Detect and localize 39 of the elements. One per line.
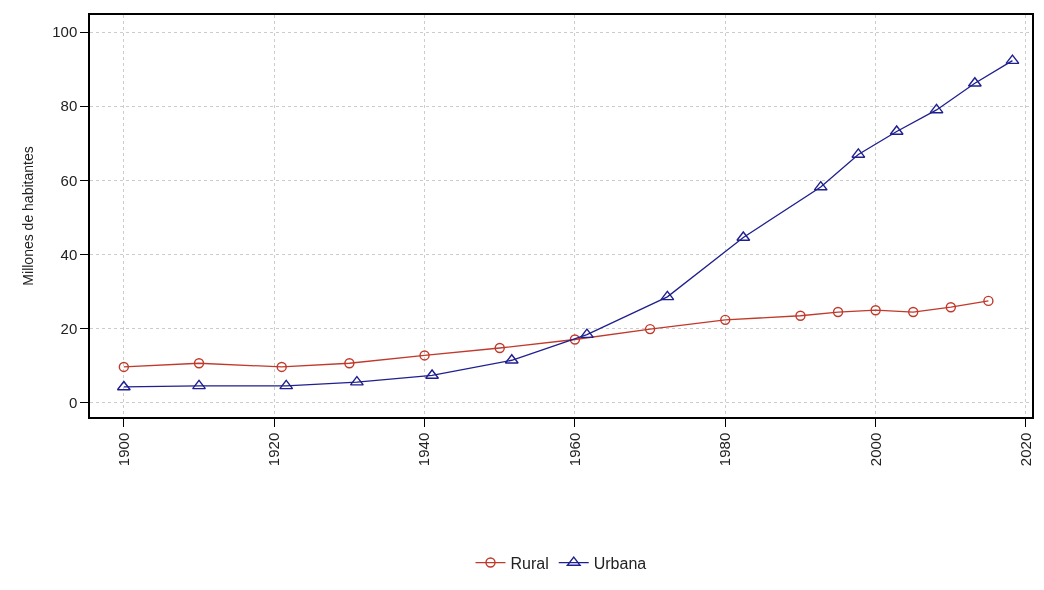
point xyxy=(644,323,656,335)
point xyxy=(720,314,731,326)
y-tick-label: 20 xyxy=(60,319,78,337)
point xyxy=(1005,54,1020,65)
point xyxy=(116,380,131,391)
y-axis-title: Millones de habitantes xyxy=(20,146,37,286)
x-tick-label: 1940 xyxy=(415,432,433,467)
x-tick-label: 1920 xyxy=(265,432,283,467)
point xyxy=(344,358,355,369)
point xyxy=(193,358,205,369)
point xyxy=(569,334,581,345)
point xyxy=(279,379,294,390)
point xyxy=(118,361,130,373)
x-tick-label: 2020 xyxy=(1016,432,1034,467)
y-tick-label: 80 xyxy=(60,97,78,115)
y-tick-label: 40 xyxy=(60,245,78,263)
point xyxy=(908,306,919,318)
y-tick-label: 100 xyxy=(52,23,78,41)
point xyxy=(929,103,944,114)
point xyxy=(983,295,994,307)
x-tick-label: 1960 xyxy=(565,432,583,467)
x-tick-label: 1980 xyxy=(716,432,734,467)
point xyxy=(945,302,957,313)
legend-label: Urbana xyxy=(593,554,647,572)
legend-label: Rural xyxy=(510,554,549,572)
y-tick-label: 0 xyxy=(68,394,78,412)
point xyxy=(494,342,505,354)
x-tick-label: 2000 xyxy=(866,432,884,467)
point xyxy=(870,305,881,316)
point xyxy=(579,328,594,339)
point xyxy=(276,361,287,373)
x-tick-label: 1900 xyxy=(114,432,132,467)
point xyxy=(795,310,806,321)
point xyxy=(813,180,828,191)
point xyxy=(660,290,675,301)
y-tick-label: 60 xyxy=(60,171,78,189)
point xyxy=(349,375,364,386)
point xyxy=(832,306,844,318)
point xyxy=(419,350,430,361)
